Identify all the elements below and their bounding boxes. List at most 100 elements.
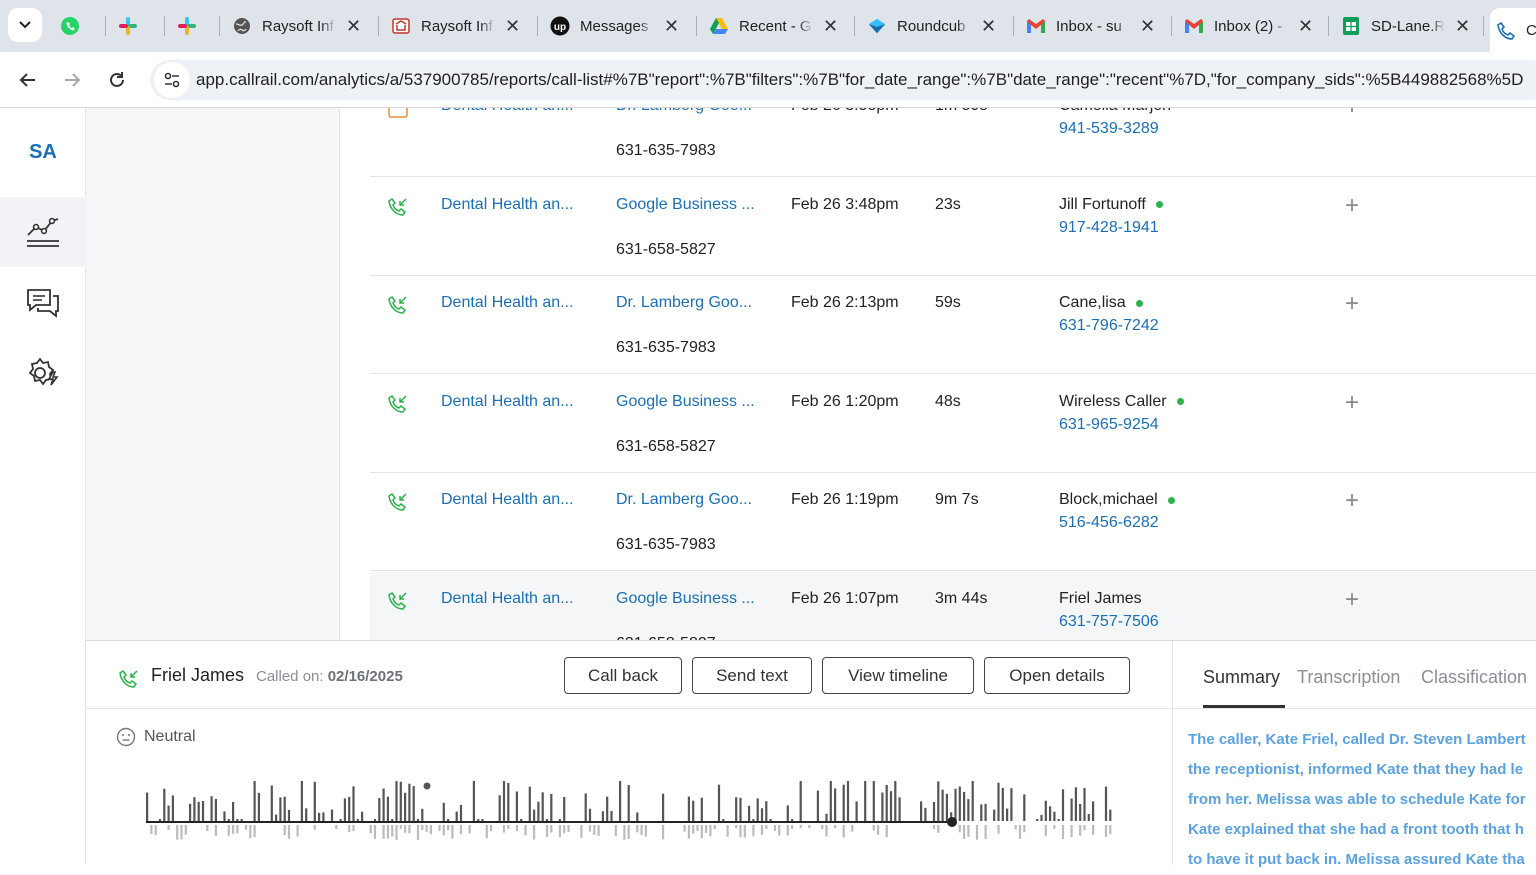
waveform-bar <box>950 812 953 821</box>
close-tab-icon[interactable]: ✕ <box>505 15 521 36</box>
caller-name-text: Cane,lisa <box>1059 294 1126 311</box>
browser-tab[interactable]: Inbox (2) - ✕ <box>1184 8 1313 44</box>
waveform-bar <box>313 781 316 821</box>
settings-icon <box>28 357 59 386</box>
call-duration: 59s <box>935 294 961 311</box>
source-link[interactable]: Dental Health an... <box>441 195 574 213</box>
caller-name: Block,michael <box>1059 491 1175 509</box>
site-settings-icon[interactable] <box>154 62 190 98</box>
browser-tab[interactable]: Roundcub ✕ <box>867 8 996 44</box>
source-link[interactable]: Dental Health an... <box>441 589 574 607</box>
close-tab-icon[interactable]: ✕ <box>346 15 362 36</box>
tab-separator <box>1483 16 1484 36</box>
waveform-bar <box>627 825 630 839</box>
waveform-bar <box>558 825 561 837</box>
tab-classification[interactable]: Classification <box>1421 667 1528 687</box>
add-tag-button[interactable]: + <box>1345 388 1360 416</box>
call-date: Feb 26 3:48pm <box>791 195 899 213</box>
tracking-number-name-link[interactable]: Google Business ... <box>616 589 755 607</box>
caller-phone-link[interactable]: 516-456-6282 <box>1059 514 1159 531</box>
close-tab-icon[interactable]: ✕ <box>1298 15 1314 36</box>
waveform-bar <box>382 788 385 821</box>
waveform-bar <box>300 781 303 821</box>
send-text-button[interactable]: Send text <box>692 657 812 694</box>
source-link[interactable]: Dental Health an... <box>441 392 574 410</box>
caller-phone-link[interactable]: 631-965-9254 <box>1059 415 1159 433</box>
table-row[interactable]: Dental Health an... Dr. Lamberg Goo... 631… <box>370 276 1536 374</box>
tracking-number-name-link[interactable]: Google Business ... <box>616 195 755 213</box>
waveform-bar <box>627 785 630 821</box>
caller-phone-link[interactable]: 631-757-7506 <box>1059 612 1159 630</box>
call-detail-header: Friel James Called on: 02/16/2025 Call b… <box>86 641 1172 709</box>
waveform-bar <box>1023 825 1026 833</box>
sidebar-item-settings[interactable] <box>0 338 86 408</box>
table-row[interactable]: Dental Health an... Google Business ... 63… <box>370 375 1536 473</box>
reload-button[interactable] <box>103 66 131 94</box>
table-row[interactable]: Dental Health an... Dr. Lamberg Goo... 631… <box>370 108 1536 177</box>
browser-tab[interactable] <box>118 8 148 44</box>
browser-tab[interactable]: up Messages ✕ <box>550 8 679 44</box>
waveform-bar <box>593 825 596 835</box>
caller-name-text: Block,michael <box>1059 491 1158 508</box>
tab-search-button[interactable] <box>8 8 42 42</box>
close-tab-icon[interactable]: ✕ <box>1455 15 1471 36</box>
browser-tab[interactable] <box>177 8 207 44</box>
browser-tab[interactable]: C <box>1490 8 1536 52</box>
arrow-right-icon <box>65 73 81 87</box>
close-tab-icon[interactable]: ✕ <box>981 15 997 36</box>
caller-phone-link[interactable]: 941-539-3289 <box>1059 120 1159 137</box>
call-audio-waveform[interactable] <box>142 781 1122 865</box>
waveform-bar <box>580 825 583 838</box>
account-avatar[interactable]: SA <box>0 108 86 198</box>
source-link[interactable]: Dental Health an... <box>441 108 574 115</box>
add-tag-button[interactable]: + <box>1345 585 1360 613</box>
table-row[interactable]: Dental Health an... Google Business ... 63… <box>370 571 1536 641</box>
caller-phone-link[interactable]: 917-428-1941 <box>1059 218 1159 236</box>
sidebar-item-analytics[interactable] <box>0 197 86 267</box>
tab-transcription[interactable]: Transcription <box>1297 667 1401 687</box>
call-back-button[interactable]: Call back <box>564 657 682 694</box>
tracking-number-name-link[interactable]: Dr. Lamberg Goo... <box>616 294 753 311</box>
source-link[interactable]: Dental Health an... <box>441 294 574 311</box>
table-row[interactable]: Dental Health an... Dr. Lamberg Goo... 631… <box>370 473 1536 571</box>
tracking-number-name-link[interactable]: Dr. Lamberg Goo... <box>616 108 761 115</box>
waveform-bar <box>343 798 346 821</box>
source-link[interactable]: Dental Health an... <box>441 491 574 508</box>
add-tag-button[interactable]: + <box>1345 290 1360 317</box>
chevron-down-icon <box>19 21 31 29</box>
tracking-number: 631-658-5827 <box>616 635 716 641</box>
playback-scrubber-handle[interactable] <box>947 817 957 827</box>
back-button[interactable] <box>14 66 42 94</box>
waveform-bar <box>369 825 372 834</box>
sidebar-item-conversations[interactable] <box>0 268 86 338</box>
add-tag-button[interactable]: + <box>1345 191 1360 219</box>
summary-line: Kate explained that she had a front toot… <box>1188 821 1524 838</box>
browser-tab[interactable]: Raysoft Inf ✕ <box>391 8 520 44</box>
close-tab-icon[interactable]: ✕ <box>823 15 839 36</box>
waveform-bar <box>416 819 420 821</box>
sentiment-label: Neutral <box>144 728 196 745</box>
waveform-bar <box>984 825 987 839</box>
close-tab-icon[interactable]: ✕ <box>664 15 680 36</box>
browser-tab[interactable]: Recent - G ✕ <box>709 8 838 44</box>
add-tag-button[interactable]: + <box>1345 108 1359 121</box>
waveform-bar <box>348 825 351 833</box>
add-tag-button[interactable]: + <box>1345 487 1360 514</box>
table-row[interactable]: Dental Health an... Google Business ... 63… <box>370 178 1536 276</box>
browser-tab[interactable]: Inbox - su ✕ <box>1026 8 1155 44</box>
waveform-bar <box>498 795 501 821</box>
browser-tab[interactable]: SD-Lane.R ✕ <box>1341 8 1470 44</box>
forward-button[interactable] <box>58 66 86 94</box>
waveform-bar <box>967 799 970 821</box>
tab-summary[interactable]: Summary <box>1203 667 1281 687</box>
url-bar[interactable]: app.callrail.com/analytics/a/537900785/r… <box>150 60 1536 100</box>
browser-tab[interactable] <box>60 8 90 44</box>
view-timeline-button[interactable]: View timeline <box>822 657 974 694</box>
caller-phone-link[interactable]: 631-796-7242 <box>1059 317 1159 334</box>
open-details-button[interactable]: Open details <box>984 657 1130 694</box>
browser-tab[interactable]: Raysoft Inf ✕ <box>232 8 361 44</box>
tracking-number-name-link[interactable]: Dr. Lamberg Goo... <box>616 491 753 508</box>
tracking-number-name-link[interactable]: Google Business ... <box>616 392 755 410</box>
waveform-bar <box>232 825 235 834</box>
close-tab-icon[interactable]: ✕ <box>1140 15 1156 36</box>
